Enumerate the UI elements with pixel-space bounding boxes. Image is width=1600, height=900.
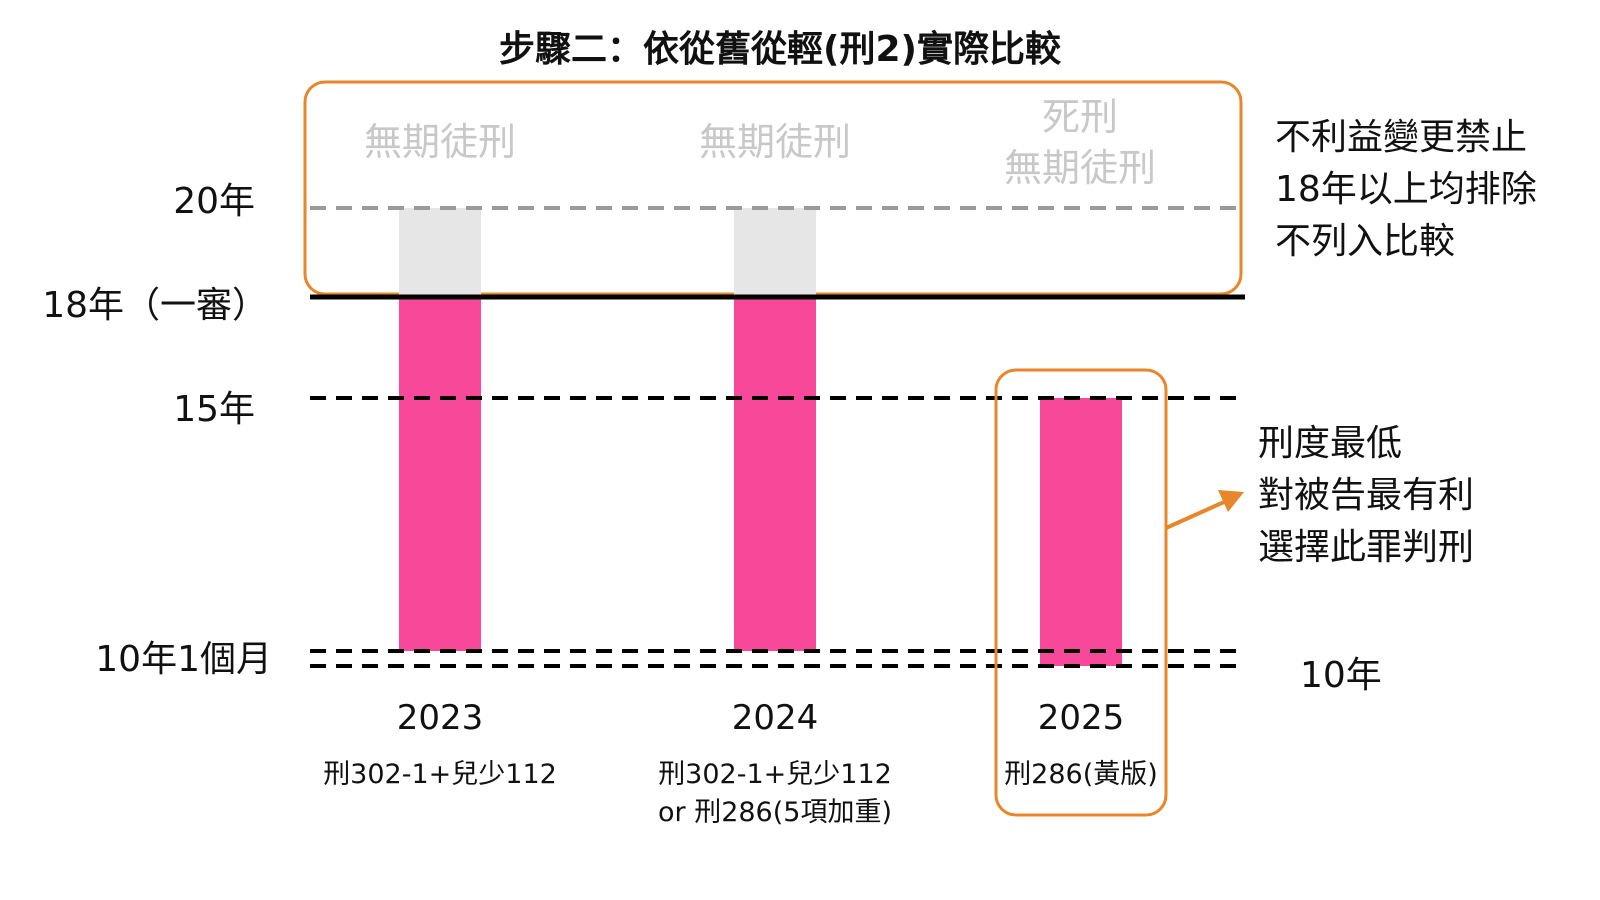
law-label-2023: 刑302-1+兒少112 [290, 756, 590, 794]
exclusion-note-line: 18年以上均排除 [1275, 169, 1537, 210]
y-label-20: 20年 [173, 181, 255, 222]
chosen-note-line: 對被告最有利 [1258, 475, 1475, 516]
chosen-note-line: 選擇此罪判刑 [1258, 527, 1475, 568]
y-label-18: 18年（一審） [42, 285, 268, 326]
law-label-line: 刑286(黃版) [1004, 759, 1158, 790]
y-label-10: 10年 [1300, 655, 1382, 696]
law-label-2024: 刑302-1+兒少112 or 刑286(5項加重) [625, 756, 925, 832]
bar-2023 [399, 297, 481, 651]
y-label-10-1: 10年1個月 [95, 639, 272, 680]
year-label-2025: 2025 [1037, 698, 1125, 738]
chosen-note-line: 刑度最低 [1258, 423, 1403, 464]
law-label-2025: 刑286(黃版) [931, 756, 1231, 794]
bar-excluded-2024 [734, 208, 816, 297]
highlight-2025-box [994, 368, 1168, 817]
year-label-2023: 2023 [396, 698, 484, 738]
ghost-label-2024: 無期徒刑 [698, 120, 851, 164]
bar-2024 [734, 297, 816, 651]
bar-2025 [1040, 398, 1122, 666]
arrow-icon [1165, 490, 1244, 530]
ghost-label-2025-death: 死刑 [1041, 95, 1118, 139]
exclusion-note-line: 不利益變更禁止 [1275, 117, 1528, 158]
page-title: 步驟二：依從舊從輕(刑2)實際比較 [499, 29, 1061, 70]
year-label-2024: 2024 [731, 698, 819, 738]
ghost-label-2025-life: 無期徒刑 [1003, 146, 1156, 190]
exclusion-note: 不利益變更禁止 18年以上均排除 不列入比較 [1275, 112, 1537, 268]
y-label-15: 15年 [173, 389, 255, 430]
bar-excluded-2023 [399, 208, 481, 297]
chosen-note: 刑度最低 對被告最有利 選擇此罪判刑 [1258, 418, 1474, 574]
law-label-line: 刑302-1+兒少112 [658, 759, 892, 790]
bars-group [399, 208, 1122, 666]
ghost-label-2023: 無期徒刑 [363, 120, 516, 164]
exclusion-note-line: 不列入比較 [1275, 221, 1456, 262]
law-label-line: 刑302-1+兒少112 [323, 759, 557, 790]
law-label-line: or 刑286(5項加重) [658, 797, 892, 828]
